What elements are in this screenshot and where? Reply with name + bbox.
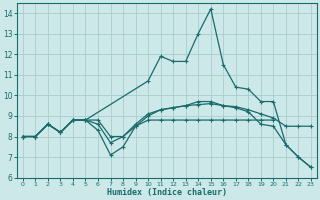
X-axis label: Humidex (Indice chaleur): Humidex (Indice chaleur) bbox=[107, 188, 227, 197]
